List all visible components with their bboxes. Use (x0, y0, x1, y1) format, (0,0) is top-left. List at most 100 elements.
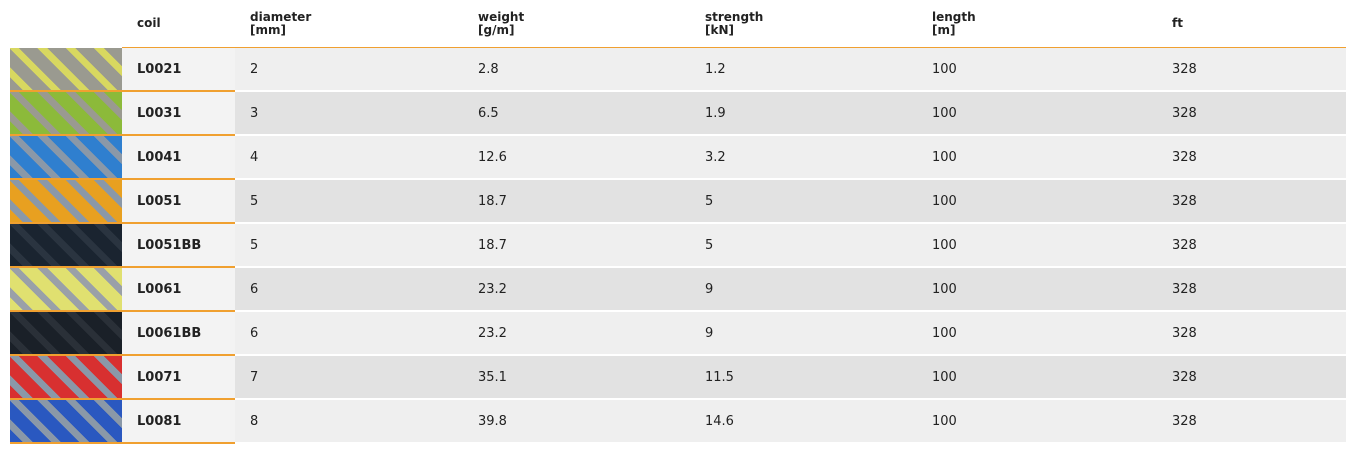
column-header: weight[g/m] (463, 0, 690, 48)
value-cell: 9 (690, 312, 917, 356)
coil-code: L0021 (122, 48, 235, 92)
value-cell: 100 (917, 136, 1157, 180)
swatch-cell (10, 268, 122, 312)
value-cell: 23.2 (463, 312, 690, 356)
value-cell: 328 (1157, 180, 1346, 224)
rope-swatch (10, 356, 122, 398)
value-cell: 100 (917, 180, 1157, 224)
value-cell: 2.8 (463, 48, 690, 92)
rope-swatch (10, 224, 122, 266)
swatch-cell (10, 312, 122, 356)
swatch-cell (10, 224, 122, 268)
value-cell: 100 (917, 224, 1157, 268)
value-cell: 328 (1157, 400, 1346, 444)
page: {"table": { "header": [ {"label": "coil"… (0, 0, 1356, 453)
coil-code: L0051 (122, 180, 235, 224)
rope-swatch (10, 48, 122, 90)
header-unit: [mm] (250, 24, 463, 37)
coil-code: L0061BB (122, 312, 235, 356)
header-label: ft (1172, 17, 1346, 30)
value-cell: 328 (1157, 356, 1346, 400)
header-unit: [m] (932, 24, 1157, 37)
value-cell: 1.2 (690, 48, 917, 92)
value-cell: 328 (1157, 224, 1346, 268)
rope-swatch (10, 312, 122, 354)
swatch-cell (10, 400, 122, 444)
column-header: length[m] (917, 0, 1157, 48)
column-header: strength[kN] (690, 0, 917, 48)
value-cell: 11.5 (690, 356, 917, 400)
rope-swatch (10, 180, 122, 222)
header-unit: [g/m] (478, 24, 690, 37)
header-label: length (932, 11, 1157, 24)
swatch-cell (10, 48, 122, 92)
value-cell: 3 (235, 92, 463, 136)
value-cell: 100 (917, 400, 1157, 444)
coil-code: L0031 (122, 92, 235, 136)
body: coildiameter[mm]weight[g/m]strength[kN]l… (0, 0, 1356, 453)
swatch-cell (10, 136, 122, 180)
value-cell: 100 (917, 48, 1157, 92)
value-cell: 35.1 (463, 356, 690, 400)
value-cell: 100 (917, 92, 1157, 136)
coil-code: L0071 (122, 356, 235, 400)
value-cell: 6 (235, 312, 463, 356)
coil-code: L0051BB (122, 224, 235, 268)
column-header: diameter[mm] (235, 0, 463, 48)
column-header: ft (1157, 0, 1346, 48)
header-label: diameter (250, 11, 463, 24)
value-cell: 4 (235, 136, 463, 180)
value-cell: 328 (1157, 92, 1346, 136)
value-cell: 18.7 (463, 180, 690, 224)
value-cell: 6.5 (463, 92, 690, 136)
header-label: coil (137, 17, 235, 30)
value-cell: 18.7 (463, 224, 690, 268)
column-header: coil (122, 0, 235, 48)
value-cell: 5 (235, 180, 463, 224)
rope-swatch (10, 92, 122, 134)
value-cell: 328 (1157, 312, 1346, 356)
value-cell: 6 (235, 268, 463, 312)
value-cell: 39.8 (463, 400, 690, 444)
value-cell: 100 (917, 268, 1157, 312)
value-cell: 3.2 (690, 136, 917, 180)
header-label: weight (478, 11, 690, 24)
value-cell: 8 (235, 400, 463, 444)
header-label: strength (705, 11, 917, 24)
swatch-header (10, 0, 122, 48)
value-cell: 5 (690, 224, 917, 268)
value-cell: 5 (235, 224, 463, 268)
value-cell: 14.6 (690, 400, 917, 444)
header-unit: [kN] (705, 24, 917, 37)
value-cell: 12.6 (463, 136, 690, 180)
rope-swatch (10, 268, 122, 310)
value-cell: 9 (690, 268, 917, 312)
value-cell: 23.2 (463, 268, 690, 312)
coil-code: L0041 (122, 136, 235, 180)
value-cell: 328 (1157, 268, 1346, 312)
value-cell: 328 (1157, 48, 1346, 92)
coil-code: L0061 (122, 268, 235, 312)
rope-swatch (10, 400, 122, 442)
value-cell: 328 (1157, 136, 1346, 180)
coil-code: L0081 (122, 400, 235, 444)
swatch-cell (10, 356, 122, 400)
swatch-cell (10, 92, 122, 136)
value-cell: 1.9 (690, 92, 917, 136)
value-cell: 100 (917, 312, 1157, 356)
value-cell: 5 (690, 180, 917, 224)
value-cell: 7 (235, 356, 463, 400)
swatch-cell (10, 180, 122, 224)
rope-swatch (10, 136, 122, 178)
value-cell: 100 (917, 356, 1157, 400)
